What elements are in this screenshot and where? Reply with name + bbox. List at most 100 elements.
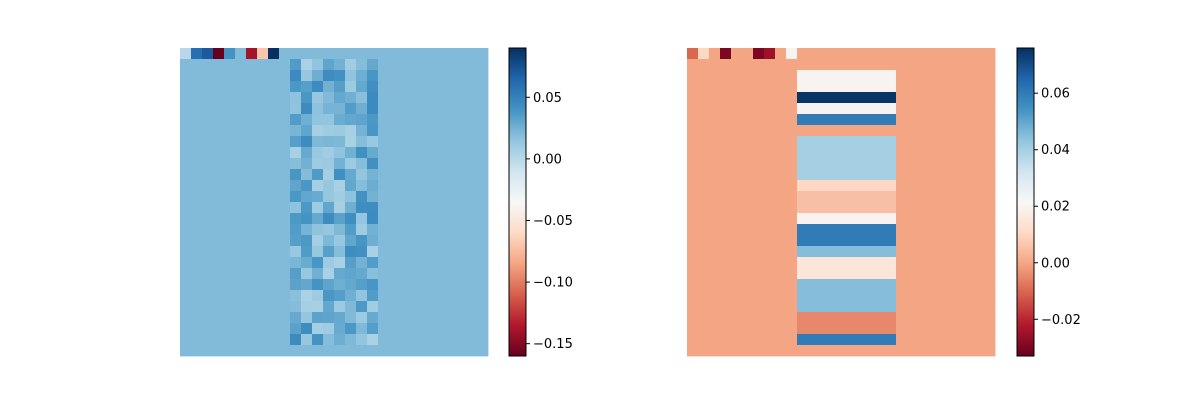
heatmap-cell [720, 125, 732, 137]
heatmap-cell [808, 257, 820, 269]
heatmap-cell [830, 246, 842, 258]
heatmap-cell [213, 235, 225, 247]
heatmap-cell [400, 235, 412, 247]
heatmap-cell [907, 213, 919, 225]
heatmap-cell [400, 334, 412, 346]
heatmap-cell [323, 257, 335, 269]
heatmap-cell [246, 136, 258, 148]
heatmap-cell [951, 235, 963, 247]
heatmap-cell [477, 301, 489, 313]
heatmap-cell [213, 334, 225, 346]
heatmap-cell [896, 224, 908, 236]
heatmap-cell [290, 246, 302, 258]
heatmap-cell [830, 224, 842, 236]
heatmap-cell [764, 92, 776, 104]
heatmap-cell [367, 114, 379, 126]
heatmap-cell [764, 70, 776, 82]
heatmap-cell [830, 279, 842, 291]
heatmap-cell [257, 290, 269, 302]
heatmap-cell [389, 312, 401, 324]
heatmap-cell [863, 92, 875, 104]
heatmap-cell [918, 323, 930, 335]
heatmap-cell [742, 136, 754, 148]
heatmap-cell [775, 125, 787, 137]
heatmap-cell [852, 213, 864, 225]
heatmap-cell [775, 268, 787, 280]
heatmap-cell [356, 48, 368, 60]
heatmap-cell [301, 345, 313, 357]
heatmap-cell [852, 103, 864, 115]
heatmap-cell [345, 114, 357, 126]
heatmap-cell [268, 224, 280, 236]
heatmap-cell [830, 257, 842, 269]
heatmap-cell [929, 147, 941, 159]
heatmap-cell [786, 279, 798, 291]
heatmap-cell [819, 334, 831, 346]
heatmap-cell [808, 169, 820, 181]
heatmap-cell [764, 257, 776, 269]
heatmap-cell [422, 92, 434, 104]
heatmap-cell [180, 92, 192, 104]
heatmap-cell [687, 257, 699, 269]
heatmap-cell [213, 180, 225, 192]
heatmap-cell [709, 191, 721, 203]
heatmap-cell [191, 268, 203, 280]
heatmap-cell [852, 202, 864, 214]
heatmap-cell [312, 345, 324, 357]
heatmap-cell [841, 114, 853, 126]
heatmap-cell [830, 125, 842, 137]
heatmap-cell [863, 59, 875, 71]
heatmap-cell [301, 125, 313, 137]
heatmap-cell [973, 202, 985, 214]
heatmap-cell [334, 48, 346, 60]
heatmap-cell [378, 136, 390, 148]
heatmap-cell [477, 70, 489, 82]
heatmap-cell [367, 345, 379, 357]
heatmap-cell [257, 59, 269, 71]
heatmap-cell [885, 213, 897, 225]
heatmap-cell [213, 48, 225, 60]
heatmap-cell [257, 202, 269, 214]
heatmap-cell [830, 180, 842, 192]
heatmap-cell [312, 213, 324, 225]
heatmap-cell [279, 268, 291, 280]
heatmap-cell [400, 158, 412, 170]
heatmap-cell [323, 136, 335, 148]
heatmap-cell [797, 224, 809, 236]
heatmap-cell [455, 345, 467, 357]
heatmap-cell [951, 180, 963, 192]
heatmap-cell [477, 213, 489, 225]
heatmap-cell [433, 279, 445, 291]
heatmap-cell [962, 345, 974, 357]
heatmap-cell [213, 246, 225, 258]
heatmap-cell [984, 202, 996, 214]
heatmap-cell [808, 180, 820, 192]
heatmap-cell [720, 257, 732, 269]
heatmap-cell [191, 312, 203, 324]
heatmap-cell [753, 334, 765, 346]
heatmap-cell [720, 268, 732, 280]
heatmap-cell [885, 345, 897, 357]
heatmap-cell [951, 323, 963, 335]
heatmap-cell [852, 169, 864, 181]
heatmap-cell [797, 169, 809, 181]
heatmap-cell [224, 301, 236, 313]
heatmap-cell [246, 191, 258, 203]
colorbar-tick-label: −0.05 [533, 214, 573, 229]
heatmap-cell [213, 279, 225, 291]
heatmap-cell [422, 213, 434, 225]
heatmap-cell [775, 213, 787, 225]
heatmap-cell [279, 180, 291, 192]
heatmap-cell [984, 334, 996, 346]
heatmap-cell [444, 213, 456, 225]
heatmap-cell [698, 180, 710, 192]
heatmap-cell [973, 246, 985, 258]
heatmap-cell [213, 136, 225, 148]
heatmap-cell [422, 323, 434, 335]
heatmap-cell [929, 92, 941, 104]
heatmap-cell [918, 147, 930, 159]
heatmap-cell [863, 323, 875, 335]
heatmap-cell [786, 224, 798, 236]
heatmap-cell [698, 345, 710, 357]
heatmap-cell [984, 70, 996, 82]
